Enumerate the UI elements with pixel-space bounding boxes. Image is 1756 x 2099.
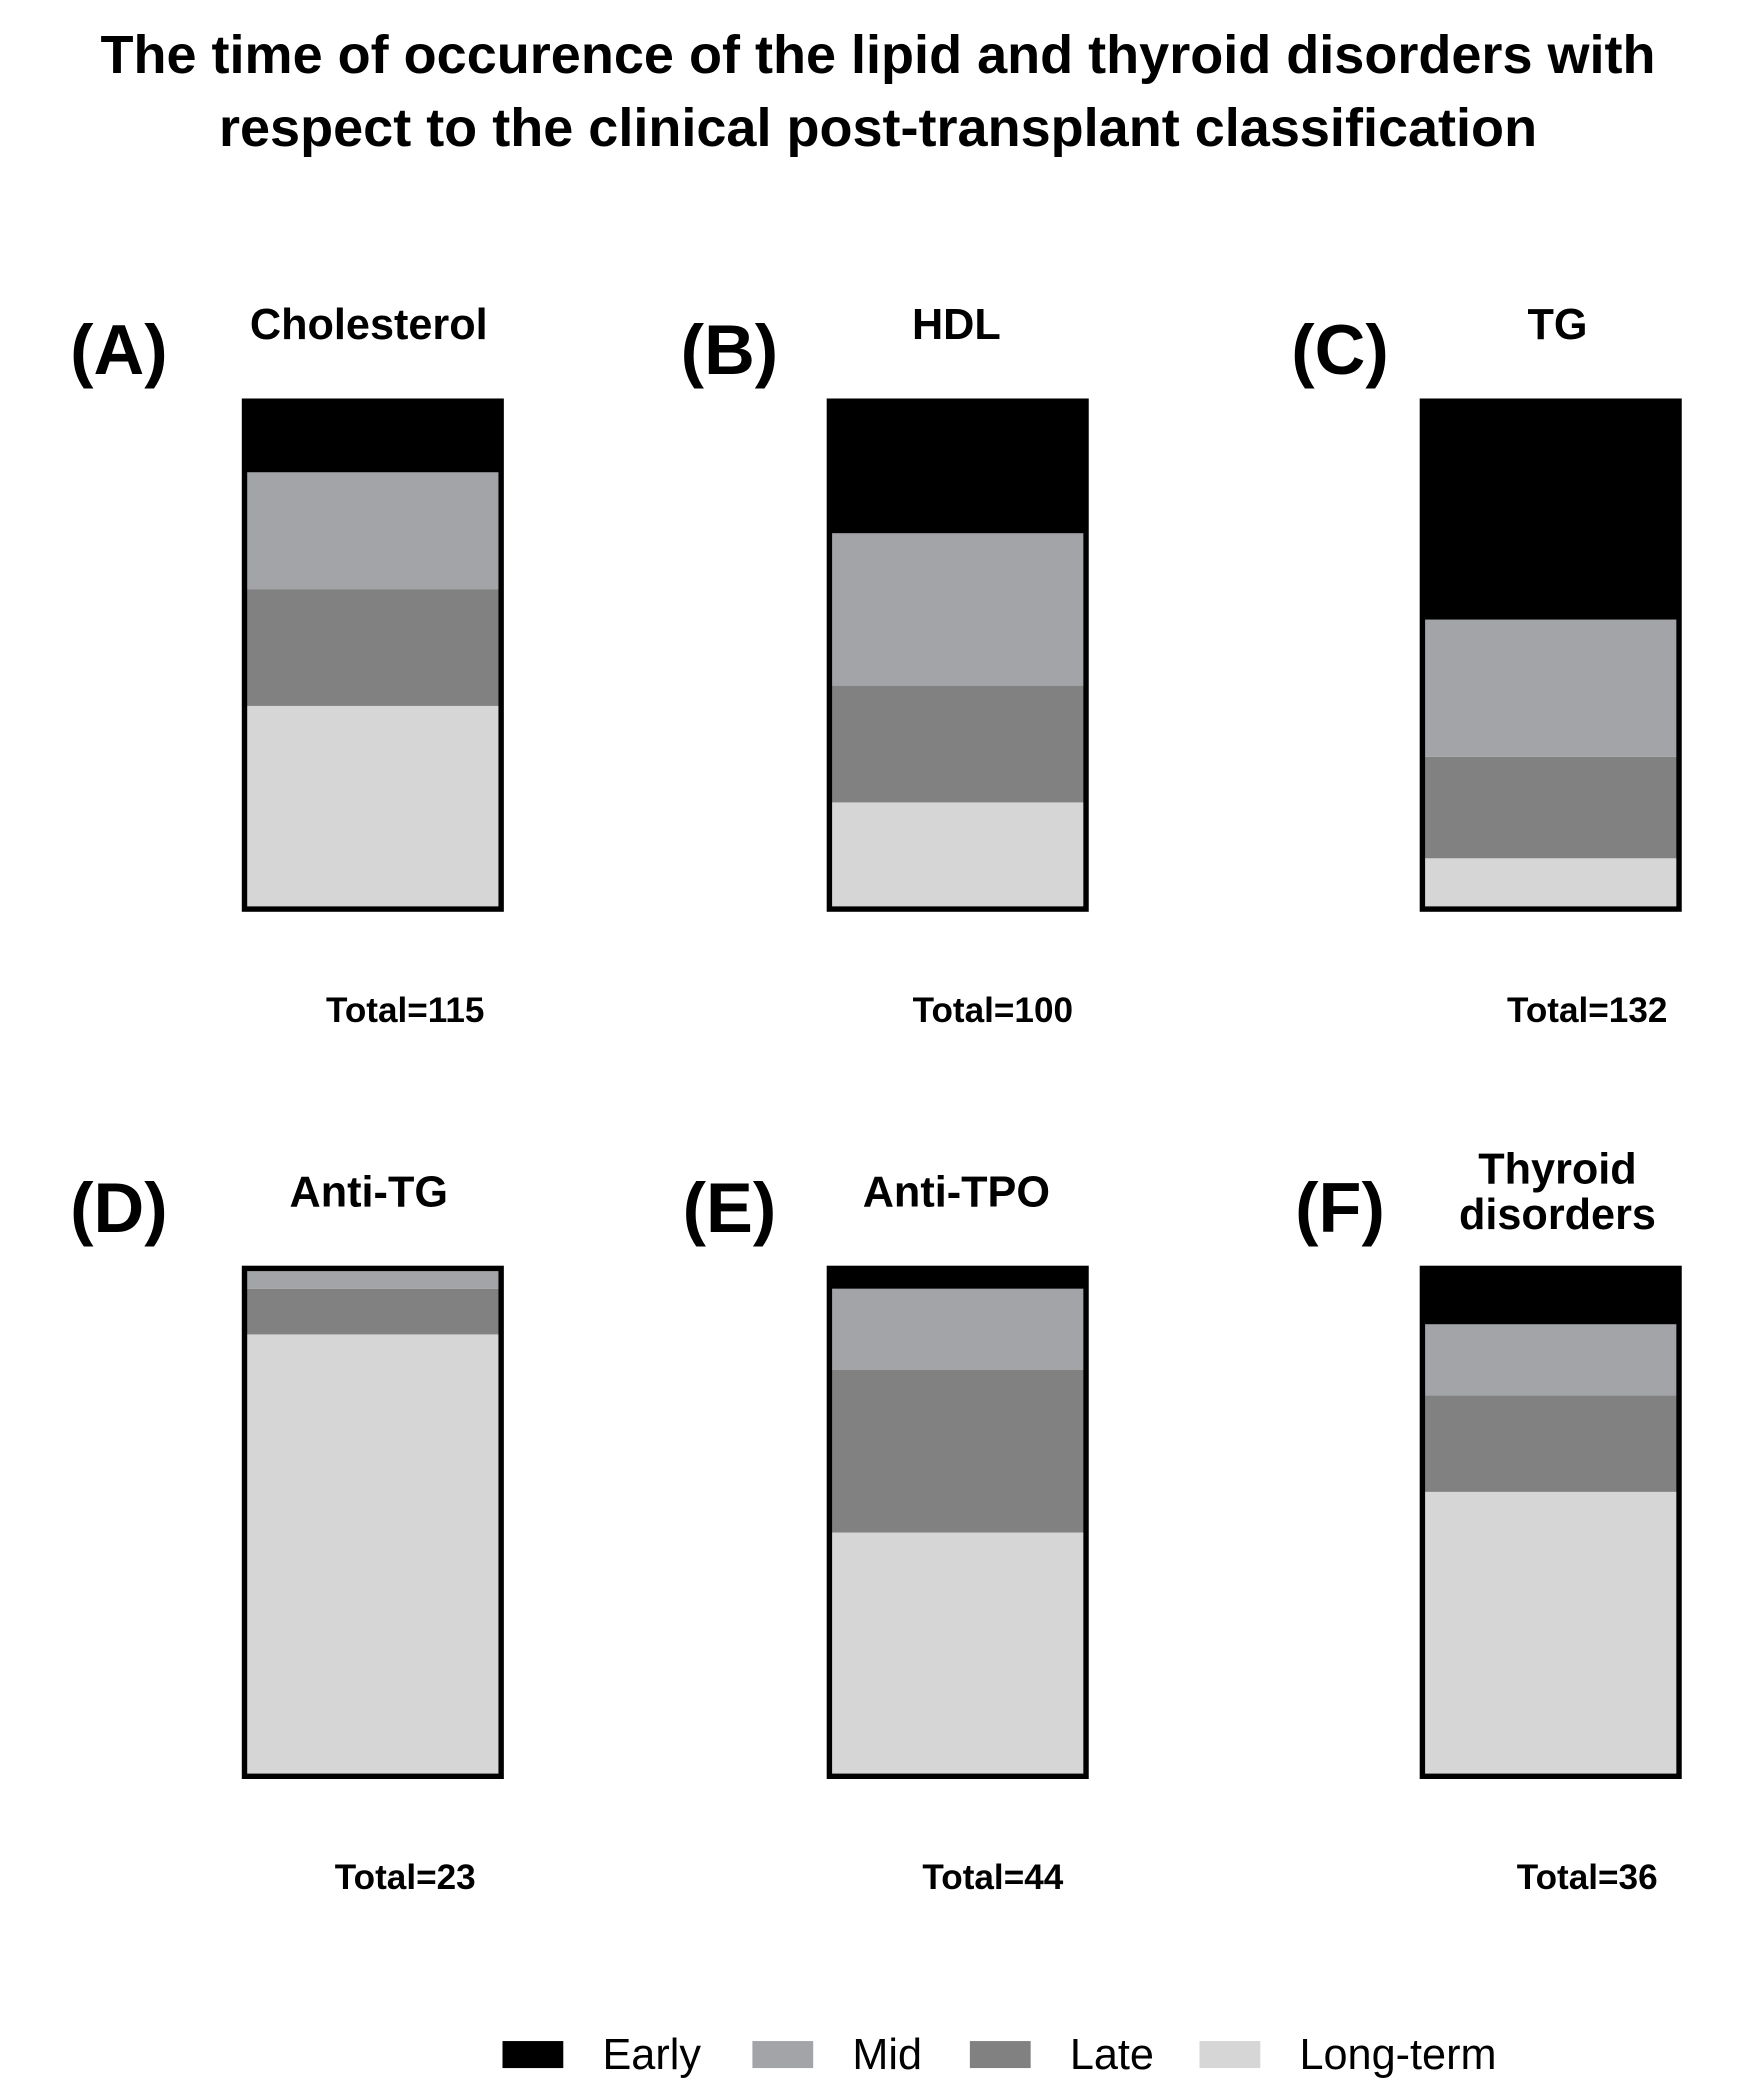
panel-total: Total=44	[922, 1856, 1064, 1898]
panel-total: Total=100	[912, 989, 1074, 1030]
bar-segment	[1422, 1268, 1680, 1325]
panel-title: Anti-TG	[289, 1167, 448, 1216]
panel-title: Anti-TPO	[862, 1167, 1050, 1216]
legend-swatch	[752, 2041, 814, 2069]
panel-total: Total=23	[334, 1856, 476, 1898]
bar-outline	[826, 398, 1089, 912]
legend-label: Mid	[852, 2029, 923, 2079]
bar-segment	[244, 1268, 502, 1289]
bar-segment	[1422, 1395, 1680, 1492]
panel-total: Total=36	[1516, 1856, 1658, 1898]
bar-outline	[241, 1265, 504, 1780]
bar-segment	[244, 472, 502, 590]
bar-segment	[1422, 401, 1680, 620]
bar-segment	[829, 1532, 1087, 1777]
panel-total: Total=132	[1506, 989, 1668, 1030]
bar-segment	[1422, 619, 1680, 757]
bar-segment	[829, 1288, 1087, 1370]
bar-segment	[1422, 858, 1680, 910]
panel-label: (E)	[682, 1169, 777, 1249]
bar-outline	[1419, 398, 1682, 912]
legend-label: Long-term	[1299, 2029, 1497, 2079]
bar-outline	[241, 398, 504, 912]
bar-segment	[1422, 1324, 1680, 1396]
bar-segment	[244, 589, 502, 706]
bar-segment	[244, 1334, 502, 1777]
bar-segment	[1422, 756, 1680, 859]
bar-segment	[244, 705, 502, 910]
bar-segment	[829, 1268, 1087, 1289]
panel-label: (A)	[70, 312, 168, 391]
panel-title: Thyroid disorders	[1458, 1144, 1656, 1239]
panel-label: (C)	[1291, 312, 1389, 391]
bar-segment	[244, 401, 502, 473]
panel-title: Cholesterol	[249, 299, 488, 349]
bar-segment	[829, 685, 1087, 803]
panel-total: Total=115	[326, 989, 485, 1030]
legend-swatch	[969, 2041, 1031, 2069]
panel-title: HDL	[911, 299, 1001, 349]
panel-label: (B)	[680, 312, 779, 391]
chart-title: The time of occurence of the lipid and t…	[100, 25, 1656, 159]
bar-segment	[1422, 1491, 1680, 1777]
legend-label: Late	[1069, 2029, 1154, 2079]
legend-label: Early	[602, 2029, 701, 2079]
bar-segment	[244, 1288, 502, 1335]
bar-segment	[829, 533, 1087, 686]
bar-outline	[826, 1265, 1089, 1780]
bar-segment	[829, 802, 1087, 910]
legend-swatch	[1199, 2041, 1261, 2069]
bar-outline	[1419, 1265, 1682, 1780]
bar-segment	[829, 401, 1087, 534]
panel-label: (F)	[1295, 1169, 1385, 1249]
legend-swatch	[502, 2041, 564, 2069]
panel-title: TG	[1527, 299, 1588, 349]
bar-segment	[829, 1369, 1087, 1533]
panel-label: (D)	[70, 1169, 168, 1249]
